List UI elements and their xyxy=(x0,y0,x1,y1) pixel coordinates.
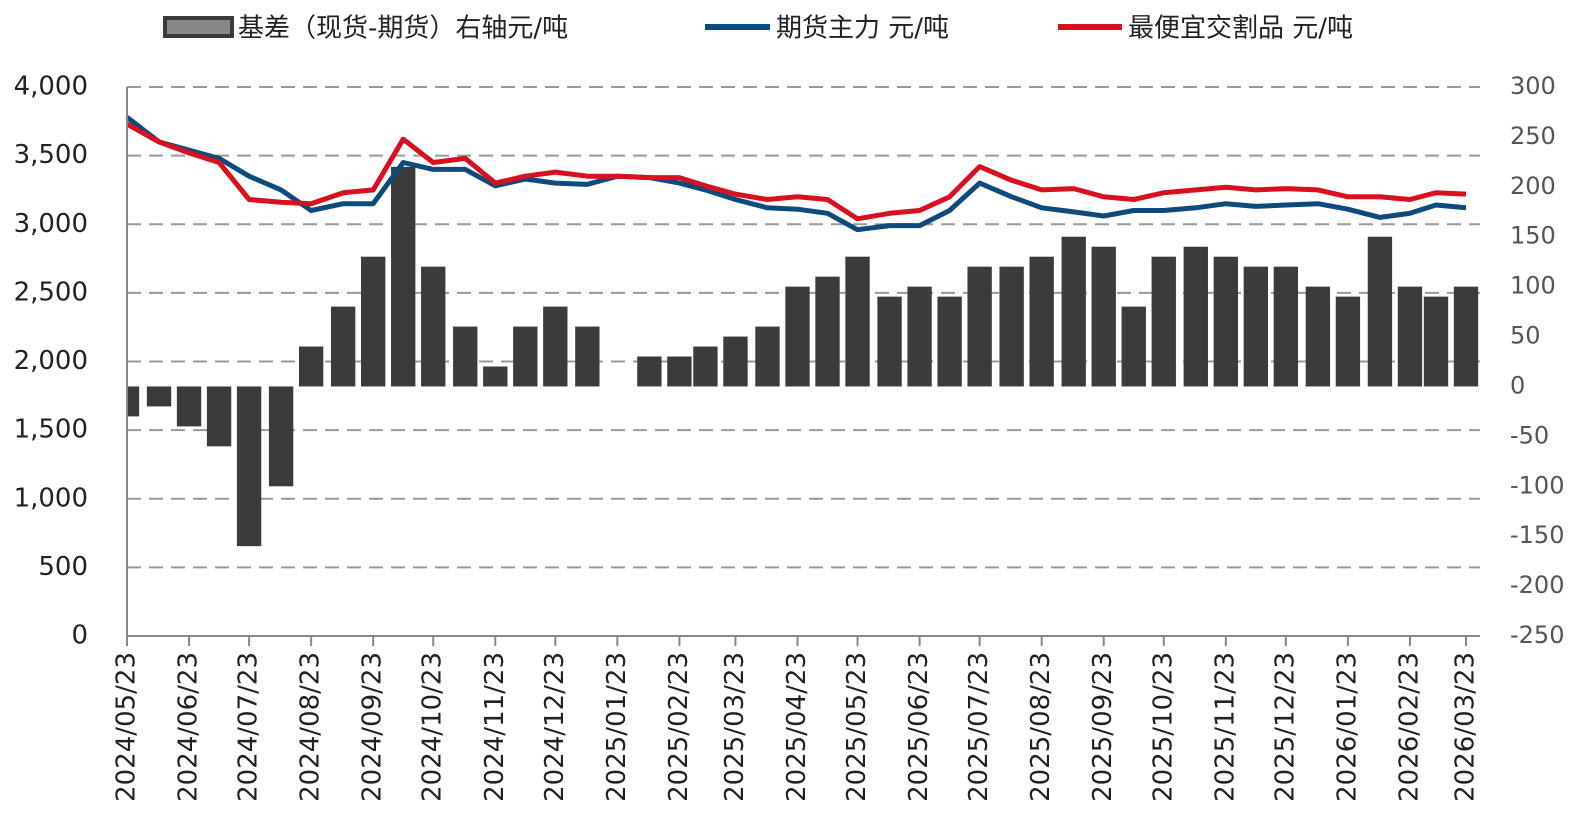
bar xyxy=(999,266,1024,387)
line xyxy=(125,121,1467,222)
bar xyxy=(1151,256,1176,387)
bar xyxy=(637,356,662,387)
bar xyxy=(755,326,780,387)
bar xyxy=(1183,246,1208,387)
bar xyxy=(543,306,568,387)
bar xyxy=(206,386,232,447)
legend-label: 最便宜交割品 元/吨 xyxy=(1128,14,1353,44)
y2-tick-label: -50 xyxy=(1510,421,1549,449)
bar xyxy=(1243,266,1269,387)
bar xyxy=(236,386,262,547)
bar xyxy=(1367,236,1393,387)
bar xyxy=(513,326,538,387)
legend-label: 基差（现货-期货）右轴元/吨 xyxy=(238,14,568,44)
x-tick-label: 2025/02/23 xyxy=(664,652,694,802)
bar xyxy=(937,296,962,387)
y-tick-label: 2,500 xyxy=(14,277,88,307)
legend-swatch xyxy=(163,16,234,38)
y2-tick-label: -250 xyxy=(1510,621,1564,649)
bar xyxy=(483,366,508,387)
bar xyxy=(575,326,600,387)
bar xyxy=(298,346,324,387)
x-tick-label: 2024/09/23 xyxy=(358,652,388,802)
bar xyxy=(1091,246,1116,387)
x-tick-label: 2025/07/23 xyxy=(964,652,994,802)
x-tick-label: 2025/11/23 xyxy=(1210,652,1240,802)
x-tick-label: 2025/09/23 xyxy=(1088,652,1118,802)
bar xyxy=(1273,266,1299,387)
x-tick-label: 2024/10/23 xyxy=(418,652,448,802)
line xyxy=(125,115,1467,233)
bar xyxy=(1335,296,1361,387)
x-tick-label: 2026/03/23 xyxy=(1450,652,1480,802)
y-tick-label: 1,000 xyxy=(14,483,88,513)
x-tick-label: 2025/03/23 xyxy=(720,652,750,802)
y2-tick-label: 300 xyxy=(1510,72,1556,100)
bar xyxy=(176,386,202,427)
bar xyxy=(146,386,172,407)
bar xyxy=(877,296,902,387)
y2-tick-label: 200 xyxy=(1510,172,1556,200)
bar xyxy=(815,276,840,387)
x-tick-label: 2025/05/23 xyxy=(842,652,872,802)
x-tick-label: 2025/04/23 xyxy=(782,652,812,802)
x-tick-label: 2024/12/23 xyxy=(540,652,570,802)
y2-tick-label: 0 xyxy=(1510,371,1525,399)
x-tick-label: 2024/08/23 xyxy=(296,652,326,802)
x-tick-label: 2025/10/23 xyxy=(1148,652,1178,802)
bar xyxy=(845,256,870,387)
y2-tick-label: -100 xyxy=(1510,471,1564,499)
x-tick-label: 2024/05/23 xyxy=(112,652,142,802)
y-tick-label: 2,000 xyxy=(14,346,88,376)
y-tick-label: 500 xyxy=(38,552,88,582)
bar xyxy=(907,286,932,387)
x-tick-label: 2024/06/23 xyxy=(174,652,204,802)
y-tick-label: 1,500 xyxy=(14,415,88,445)
bar xyxy=(785,286,810,387)
bar xyxy=(127,386,140,417)
bar xyxy=(453,326,478,387)
y2-tick-label: 250 xyxy=(1510,122,1556,150)
y2-tick-label: 50 xyxy=(1510,322,1541,350)
bar xyxy=(1423,296,1449,387)
bar xyxy=(1061,236,1086,387)
y-tick-label: 3,500 xyxy=(14,140,88,170)
x-tick-label: 2025/06/23 xyxy=(904,652,934,802)
y2-tick-label: -200 xyxy=(1510,571,1564,599)
bar xyxy=(723,336,748,387)
y-tick-label: 4,000 xyxy=(14,72,88,102)
bar xyxy=(361,256,386,387)
bar xyxy=(693,346,718,387)
y-tick-label: 0 xyxy=(71,621,88,651)
y2-tick-label: 150 xyxy=(1510,222,1556,250)
bar xyxy=(330,306,356,387)
bar xyxy=(268,386,294,487)
bar xyxy=(1453,286,1479,387)
y2-tick-label: 100 xyxy=(1510,272,1556,300)
x-tick-label: 2025/01/23 xyxy=(602,652,632,802)
x-tick-label: 2025/12/23 xyxy=(1270,652,1300,802)
bar xyxy=(1305,286,1331,387)
x-tick-label: 2026/02/23 xyxy=(1394,652,1424,802)
bar xyxy=(1397,286,1423,387)
y-tick-label: 3,000 xyxy=(14,209,88,239)
x-tick-label: 2024/11/23 xyxy=(480,652,510,802)
bar xyxy=(391,166,416,387)
x-tick-label: 2025/08/23 xyxy=(1026,652,1056,802)
legend-label: 期货主力 元/吨 xyxy=(776,14,949,44)
bar xyxy=(1121,306,1146,387)
bar xyxy=(421,266,446,387)
bar xyxy=(1029,256,1054,387)
bar xyxy=(1213,256,1238,387)
bar xyxy=(967,266,992,387)
x-tick-label: 2026/01/23 xyxy=(1332,652,1362,802)
x-tick-label: 2024/07/23 xyxy=(234,652,264,802)
bar xyxy=(667,356,692,387)
y2-tick-label: -150 xyxy=(1510,521,1564,549)
